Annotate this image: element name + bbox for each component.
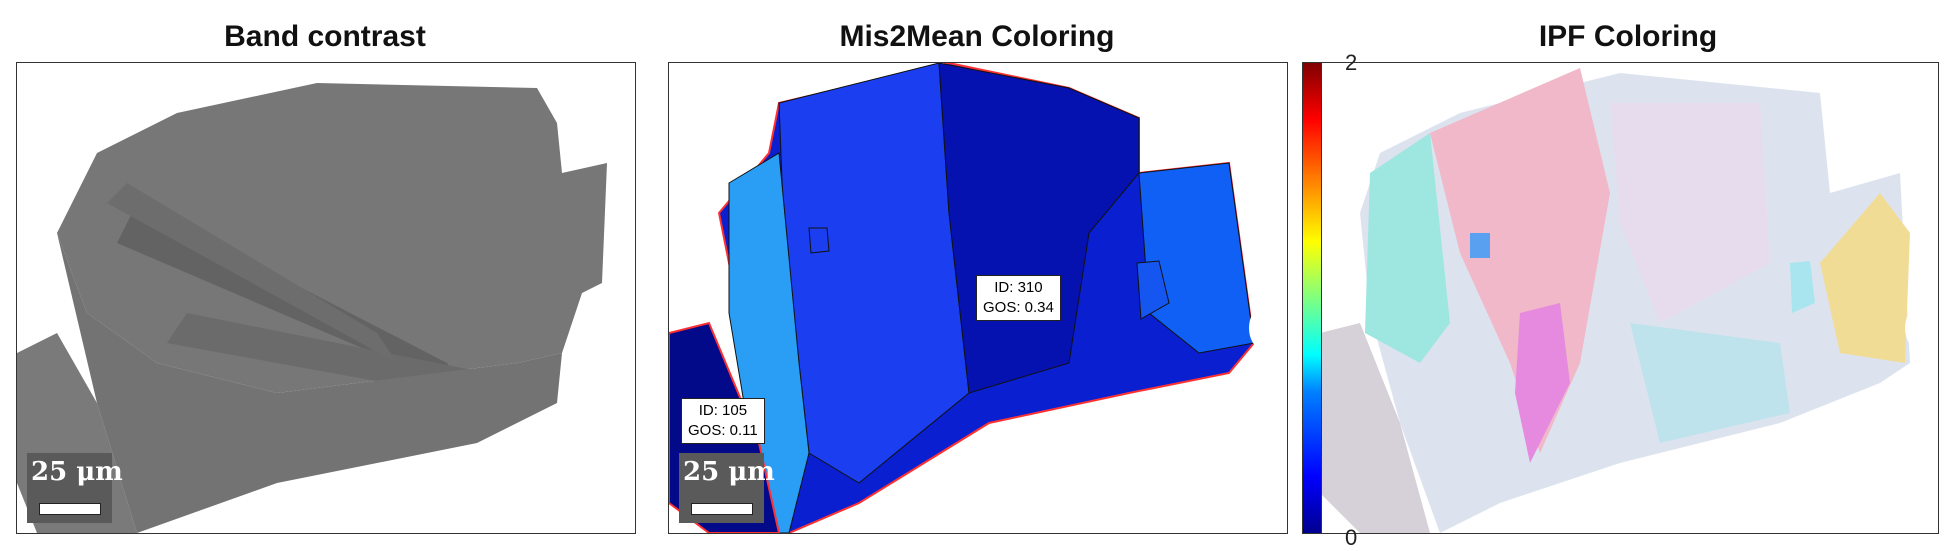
mis2mean-map: ID: 310 GOS: 0.34 ID: 105 GOS: 0.11 25 μ… [668, 62, 1288, 534]
grain-id-label: ID: 310 [994, 279, 1043, 296]
band-contrast-title: Band contrast [224, 20, 426, 53]
ipf-title: IPF Coloring [1538, 20, 1718, 53]
scale-bar-label: 25 μm [31, 457, 123, 487]
mis2mean-title: Mis2Mean Coloring [839, 20, 1115, 53]
mis2mean-grains [669, 63, 1273, 533]
colorbar-min-label: 0 [1345, 525, 1358, 550]
scale-bar-line [39, 503, 101, 515]
grain-tooltip-310: ID: 310 GOS: 0.34 [976, 275, 1061, 321]
scale-bar-line [691, 503, 753, 515]
mis2mean-colorbar [1302, 62, 1322, 534]
grain-gos-label: GOS: 0.11 [688, 422, 758, 439]
scale-bar: 25 μm [679, 453, 775, 523]
ipf-map [1319, 62, 1939, 534]
scale-bar: 25 μm [27, 453, 123, 523]
band-contrast-map: 25 μm [16, 62, 636, 534]
grain-tooltip-105: ID: 105 GOS: 0.11 [681, 398, 765, 444]
ipf-grains [1320, 68, 1929, 533]
colorbar-max-label: 2 [1345, 50, 1358, 75]
scale-bar-label: 25 μm [683, 457, 775, 487]
grain-gos-label: GOS: 0.34 [983, 299, 1054, 316]
grain-id-label: ID: 105 [698, 402, 748, 419]
